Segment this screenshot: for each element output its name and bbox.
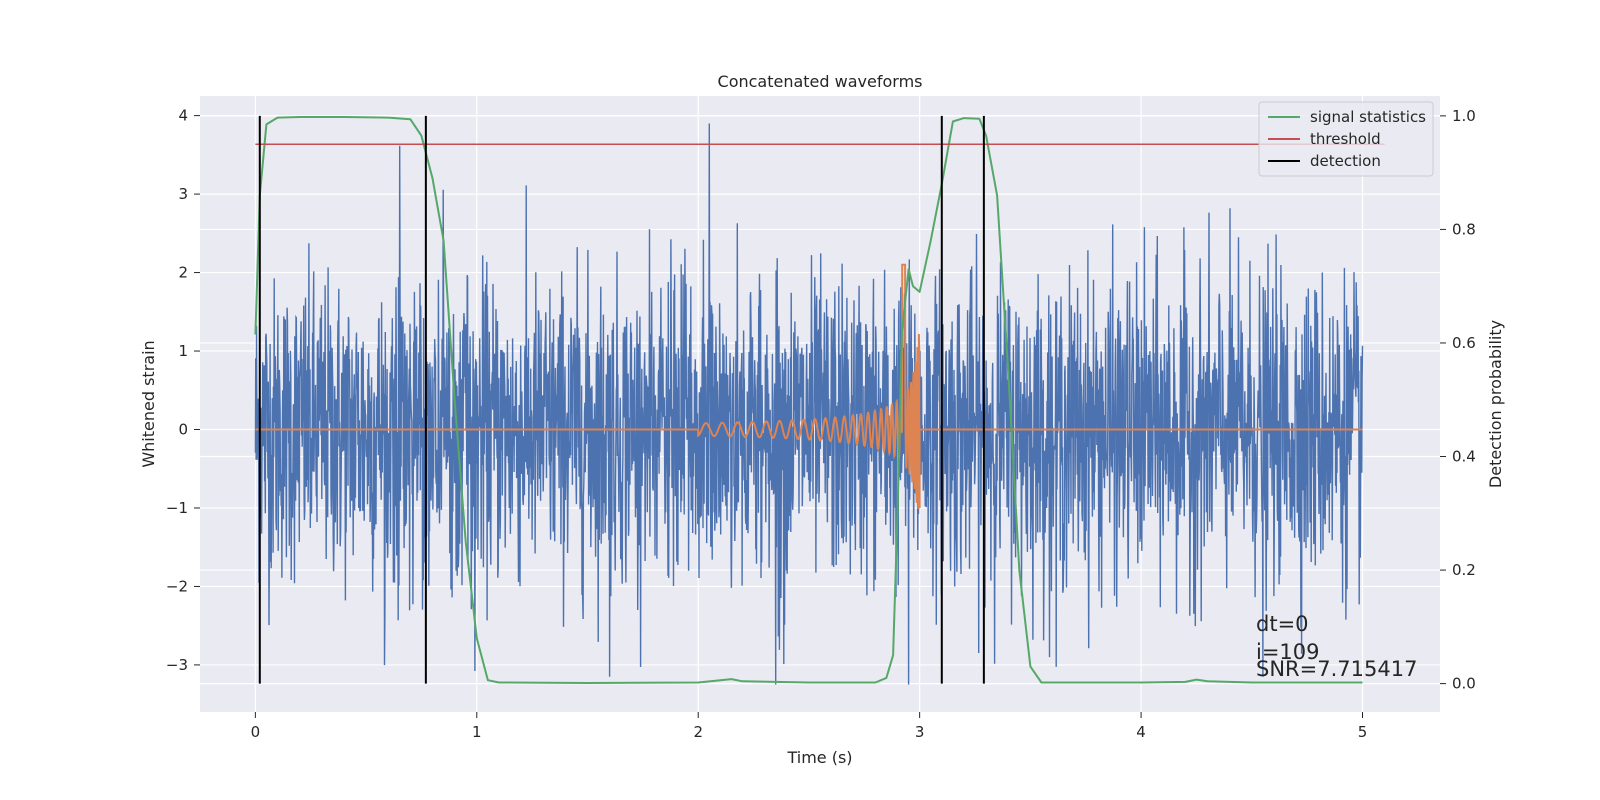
x-axis-label: Time (s) bbox=[786, 748, 852, 767]
template-series bbox=[255, 263, 1363, 509]
annotation-dt: dt=0 bbox=[1256, 612, 1309, 636]
y-tick-label: −1 bbox=[166, 499, 188, 517]
template-line bbox=[255, 263, 1363, 509]
y-axis-label-left: Whitened strain bbox=[139, 340, 158, 467]
annotation-snr: SNR=7.715417 bbox=[1256, 657, 1417, 681]
annotation: dt=0 i=109 SNR=7.715417 bbox=[1256, 612, 1417, 681]
y-right-tick-label: 0.8 bbox=[1452, 220, 1476, 238]
y-right-tick-label: 0.0 bbox=[1452, 675, 1476, 693]
x-tick-label: 0 bbox=[251, 723, 261, 741]
annotation-index: i=109 bbox=[1256, 640, 1320, 664]
x-tick-label: 3 bbox=[915, 723, 925, 741]
right-axis-ticks: 1.0 0.8 0.6 0.4 0.2 0.0 bbox=[1440, 107, 1476, 693]
legend-signal-statistics-label: signal statistics bbox=[1310, 108, 1426, 126]
y-right-tick-label: 0.4 bbox=[1452, 448, 1476, 466]
legend-threshold-label: threshold bbox=[1310, 130, 1381, 148]
legend: signal statistics threshold detection bbox=[1258, 101, 1434, 177]
strain-series bbox=[254, 123, 1364, 685]
y-axis-label-right: Detection probability bbox=[1486, 320, 1505, 488]
x-tick-label: 1 bbox=[472, 723, 482, 741]
y-tick-label: −2 bbox=[166, 577, 188, 595]
strain-line bbox=[254, 123, 1364, 685]
legend-detection-label: detection bbox=[1310, 152, 1381, 170]
signal-statistics-line bbox=[254, 116, 1363, 684]
left-axis-ticks: 4 3 2 1 0 −1 −2 −3 bbox=[166, 107, 200, 674]
y-tick-label: 2 bbox=[178, 264, 188, 282]
y-tick-label: 0 bbox=[178, 421, 188, 439]
y-tick-label: −3 bbox=[166, 656, 188, 674]
chart-title: Concatenated waveforms bbox=[718, 72, 923, 91]
y-tick-label: 1 bbox=[178, 342, 188, 360]
y-tick-label: 4 bbox=[178, 107, 188, 125]
legend-box bbox=[1258, 101, 1434, 177]
detection-series bbox=[258, 115, 985, 684]
y-right-tick-label: 0.2 bbox=[1452, 561, 1476, 579]
x-tick-label: 4 bbox=[1136, 723, 1146, 741]
y-tick-label: 3 bbox=[178, 185, 188, 203]
y-right-tick-label: 1.0 bbox=[1452, 107, 1476, 125]
x-tick-label: 5 bbox=[1358, 723, 1368, 741]
signal-statistics-series bbox=[254, 116, 1363, 684]
x-tick-label: 2 bbox=[693, 723, 703, 741]
y-right-tick-label: 0.6 bbox=[1452, 334, 1476, 352]
x-axis-ticks: 0 1 2 3 4 5 bbox=[251, 712, 1368, 741]
